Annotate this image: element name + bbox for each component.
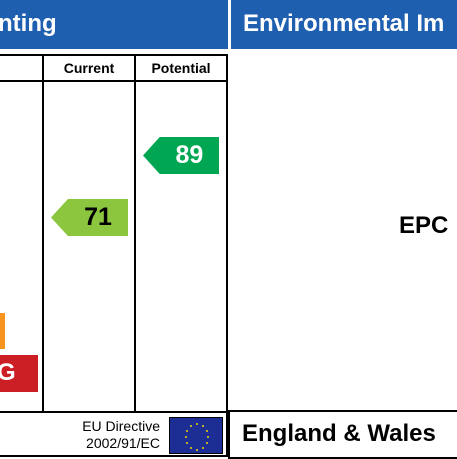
band-g-bar: G [0,355,38,392]
column-divider [134,56,136,413]
energy-rating-panel: Current Potential G 71 89 EU Directive 2… [0,54,228,457]
current-rating-arrow: 71 [51,199,128,236]
environmental-impact-title: Environmental Im [243,10,445,37]
potential-rating-arrow: 89 [143,137,219,174]
band-g-label: G [0,359,16,386]
current-column-header: Current [63,60,115,76]
eu-directive-text: EU Directive 2002/91/EC [60,418,160,454]
environmental-impact-header: Environmental Im [231,0,457,49]
potential-column-header: Potential [151,60,211,76]
eu-directive-line2: 2002/91/EC [86,435,160,451]
country-footer: England & Wales [228,410,457,459]
band-f-bar [0,313,5,349]
energy-rating-title: nting [0,10,57,37]
environmental-impact-panel: EPC [228,54,457,457]
current-rating-value: 71 [84,203,112,231]
footer-divider [0,411,226,413]
country-label: England & Wales [242,420,436,447]
eu-directive-line1: EU Directive [82,418,160,434]
epc-label: EPC [399,212,449,239]
header-row-divider [0,80,226,82]
potential-rating-value: 89 [175,141,204,169]
column-divider [42,56,44,413]
eu-flag-icon [169,417,223,454]
energy-rating-header: nting [0,0,228,49]
